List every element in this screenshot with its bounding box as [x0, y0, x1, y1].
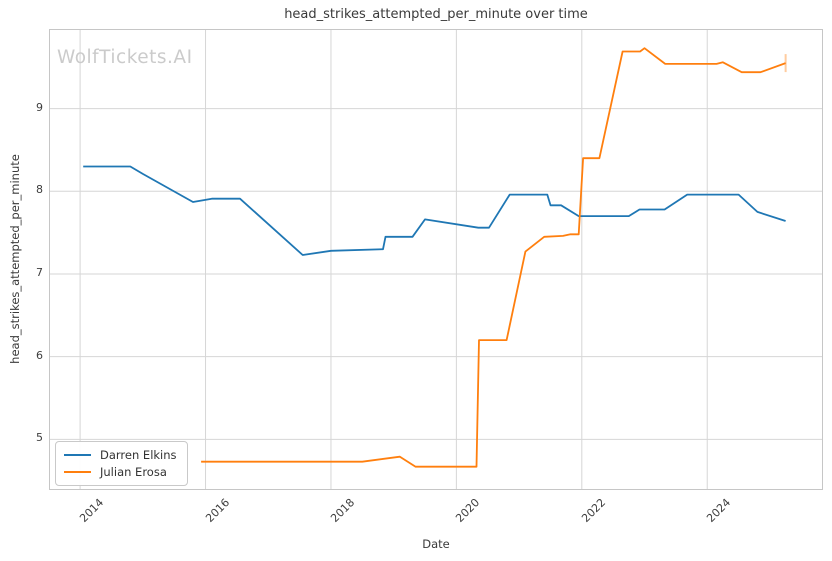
x-tick-2018: 2018 [328, 496, 358, 525]
y-tick-9: 9 [36, 100, 43, 114]
series-line-julian-erosa [201, 47, 786, 468]
x-tick-2024: 2024 [704, 496, 734, 525]
legend: Darren Elkins Julian Erosa [55, 441, 188, 486]
chart-canvas [50, 30, 822, 489]
y-tick-7: 7 [36, 265, 43, 279]
plot-area [49, 29, 823, 490]
y-tick-6: 6 [36, 348, 43, 362]
x-tick-2022: 2022 [579, 496, 609, 525]
y-tick-5: 5 [36, 431, 43, 445]
x-tick-2020: 2020 [453, 496, 483, 525]
x-tick-2014: 2014 [77, 496, 107, 525]
y-tick-8: 8 [36, 183, 43, 197]
legend-line-sample-blue [64, 453, 91, 456]
legend-label: Darren Elkins [100, 447, 177, 462]
legend-item-julian-erosa: Julian Erosa [64, 463, 177, 480]
watermark: WolfTickets.AI [57, 47, 193, 68]
chart-title: head_strikes_attempted_per_minute over t… [284, 7, 588, 22]
legend-item-darren-elkins: Darren Elkins [64, 446, 177, 463]
series-line-darren-elkins [83, 165, 786, 256]
legend-label: Julian Erosa [100, 464, 167, 479]
legend-line-sample-orange [64, 470, 91, 473]
x-axis-label: Date [422, 537, 450, 551]
x-tick-2016: 2016 [202, 496, 232, 525]
